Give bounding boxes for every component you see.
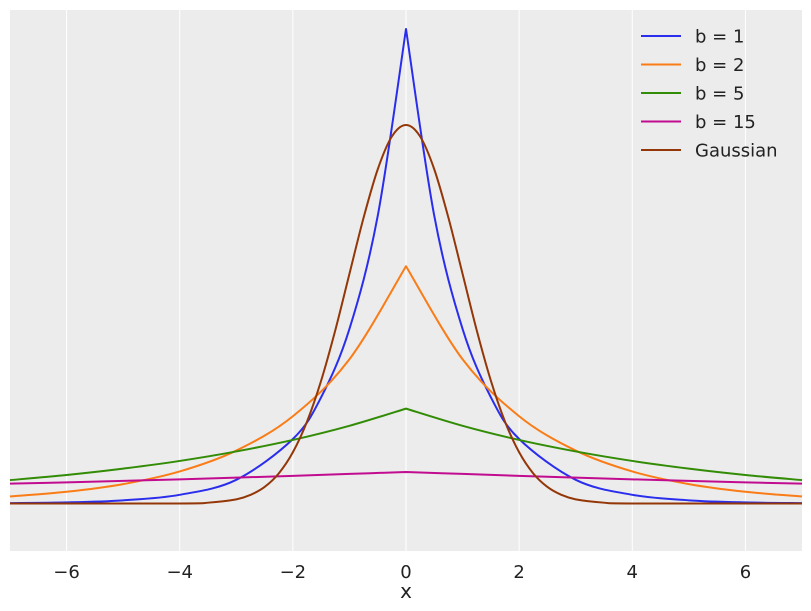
series-line-b-2 [9, 265, 803, 498]
legend-label-gaussian: Gaussian [695, 141, 778, 162]
x-tick-label--4: −4 [166, 562, 193, 583]
legend: b = 1 b = 2 b = 5 b = 15 Gaussian [641, 27, 778, 162]
legend-label-b-2: b = 2 [695, 55, 744, 76]
legend-label-b-1: b = 1 [695, 27, 744, 48]
series-line-gaussian [9, 123, 803, 505]
x-tick-label-0: 0 [400, 562, 411, 583]
series-line-b-5 [9, 407, 803, 482]
x-tick-label--6: −6 [53, 562, 80, 583]
series-lines [9, 27, 803, 505]
x-tick-labels: −6 −4 −2 0 2 4 6 [53, 562, 751, 583]
legend-label-b-15: b = 15 [695, 112, 756, 133]
x-tick-label-2: 2 [513, 562, 524, 583]
legend-label-b-5: b = 5 [695, 84, 744, 105]
series-line-b-1 [9, 27, 803, 505]
x-tick-label-4: 4 [627, 562, 638, 583]
series-line-b-15 [9, 470, 803, 485]
x-axis-label: x [400, 579, 412, 603]
x-tick-label--2: −2 [280, 562, 307, 583]
x-tick-label-6: 6 [740, 562, 751, 583]
